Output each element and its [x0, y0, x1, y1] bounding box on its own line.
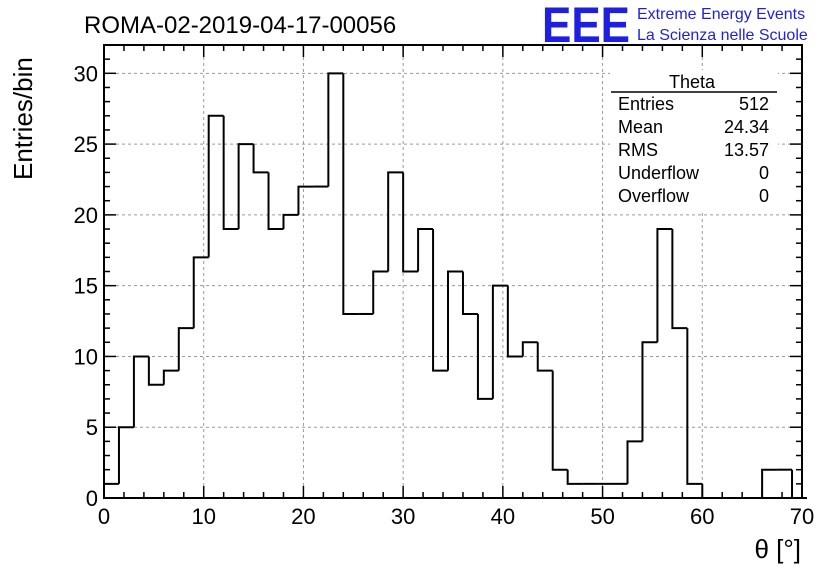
logo-mark: EEE: [542, 0, 630, 53]
histogram-bin-5: [177, 327, 194, 371]
histogram-bin-36: [641, 341, 658, 442]
stats-value-rms: 13.57: [724, 140, 769, 160]
histogram-bin-25: [476, 313, 493, 400]
histogram-bin-26: [491, 284, 508, 399]
stats-value-entries: 512: [739, 94, 769, 114]
histogram-bin-28: [521, 341, 538, 357]
x-tick-label-1: 10: [191, 504, 215, 529]
histogram-bin-15: [327, 72, 344, 187]
logo-line-2: La Scienza nelle Scuole: [637, 27, 808, 44]
histogram-bin-23: [447, 270, 463, 371]
stats-box-background: [610, 70, 778, 210]
y-tick-label-5: 25: [74, 132, 98, 157]
logo-line-1: Extreme Energy Events: [637, 6, 805, 23]
histogram-bin-9: [237, 143, 254, 230]
histogram-bin-29: [536, 342, 553, 372]
x-tick-label-7: 70: [790, 504, 814, 529]
chart-title: ROMA-02-2019-04-17-00056: [84, 12, 396, 39]
x-tick-label-6: 60: [690, 504, 714, 529]
histogram-bin-12: [282, 213, 299, 230]
histogram-bin-1: [117, 426, 134, 484]
stats-box-title: Theta: [669, 72, 716, 92]
histogram-bin-27: [506, 285, 523, 358]
eee-logo: EEE Extreme Energy Events La Scienza nel…: [542, 0, 808, 53]
y-axis-title: Entries/bin: [8, 57, 38, 180]
x-tick-label-5: 50: [590, 504, 614, 529]
histogram-bin-3: [147, 356, 164, 386]
histogram-bin-30: [551, 370, 568, 471]
histogram-bin-13: [297, 185, 314, 215]
x-tick-label-4: 40: [491, 504, 515, 529]
histogram-bin-18: [372, 270, 389, 314]
axis-ticks: [103, 44, 802, 499]
x-tick-label-3: 30: [391, 504, 415, 529]
histogram-bin-20: [402, 172, 419, 273]
histogram-bin-2: [132, 355, 149, 428]
y-tick-label-2: 10: [74, 344, 98, 369]
stats-label-mean: Mean: [618, 117, 663, 137]
histogram-bin-44: [761, 468, 778, 498]
stats-value-mean: 24.34: [724, 117, 769, 137]
y-tick-label-0: 0: [86, 486, 98, 511]
histogram-bin-4: [162, 369, 179, 385]
histogram-bars: [103, 72, 807, 499]
x-tick-label-2: 20: [291, 504, 315, 529]
histogram-bin-8: [222, 115, 239, 231]
histogram-bin-0: [103, 482, 119, 498]
y-tick-label-1: 5: [86, 415, 98, 440]
histogram-bin-22: [432, 229, 449, 372]
stats-label-rms: RMS: [618, 140, 658, 160]
histogram-bin-39: [686, 328, 703, 485]
stats-label-entries: Entries: [618, 94, 674, 114]
histogram-bin-7: [207, 114, 224, 258]
histogram-bin-16: [342, 73, 359, 315]
x-axis-title: θ [°]: [754, 534, 801, 564]
histogram-bin-6: [192, 256, 209, 329]
histogram-bin-11: [267, 172, 284, 231]
stats-label-underflow: Underflow: [618, 163, 700, 183]
x-tick-label-0: 0: [98, 504, 110, 529]
grid-lines: [104, 45, 802, 498]
histogram-bin-24: [461, 271, 478, 315]
histogram-bin-38: [671, 229, 688, 330]
y-tick-label-3: 15: [74, 274, 98, 299]
histogram-bin-40: [701, 483, 718, 499]
histogram-bin-10: [252, 144, 269, 174]
histogram-bin-31: [566, 469, 583, 485]
histogram-bin-37: [656, 228, 673, 343]
stats-label-overflow: Overflow: [618, 186, 690, 206]
y-tick-label-6: 30: [74, 61, 98, 86]
stats-value-underflow: 0: [759, 163, 769, 183]
histogram-bin-21: [417, 228, 434, 272]
histogram-bin-35: [626, 440, 643, 484]
histogram-bin-19: [387, 171, 404, 272]
tick-labels: 0 10 20 30 40 50 60 70 0 5 10 15 20 25 30: [74, 61, 815, 529]
stats-value-overflow: 0: [759, 186, 769, 206]
y-tick-label-4: 20: [74, 203, 98, 228]
stats-box: Theta Entries 512 Mean 24.34 RMS 13.57 Underfl…: [610, 70, 778, 210]
